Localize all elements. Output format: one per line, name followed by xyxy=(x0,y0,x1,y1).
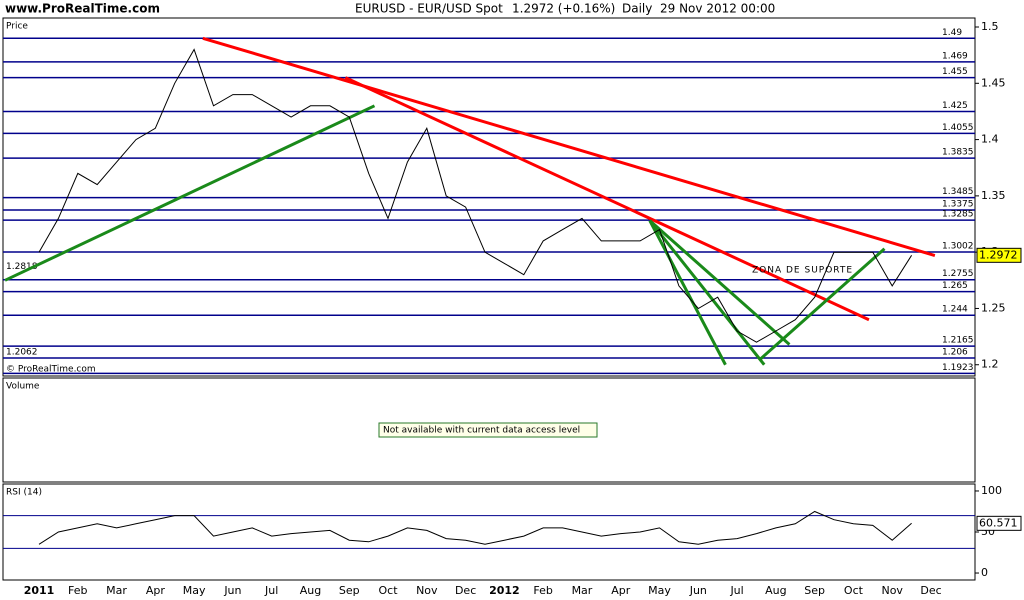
last-value-box xyxy=(976,515,1022,531)
level-label: 1.3375 xyxy=(942,199,974,209)
x-tick-label: Jun xyxy=(689,584,707,597)
datetime: 29 Nov 2012 00:00 xyxy=(660,2,775,16)
trendline xyxy=(4,104,376,282)
level-label: 1.455 xyxy=(942,67,968,77)
panel-title: Price xyxy=(6,22,28,32)
panel-title: Volume xyxy=(6,382,40,392)
site-name: www.ProRealTime.com xyxy=(5,2,160,16)
trendline xyxy=(344,76,870,322)
level-label: 1.265 xyxy=(942,281,968,291)
x-tick-label: May xyxy=(648,584,671,597)
x-tick-label: Nov xyxy=(881,584,903,597)
last-value-box xyxy=(976,247,1022,263)
x-tick-label: Feb xyxy=(68,584,87,597)
x-tick-label: Mar xyxy=(106,584,127,597)
x-tick-label: May xyxy=(183,584,206,597)
level-label: 1.1923 xyxy=(942,363,974,373)
x-tick-label: Nov xyxy=(416,584,438,597)
level-label: 1.244 xyxy=(942,305,968,315)
last-price: 1.2972 (+0.16%) xyxy=(512,2,615,16)
trendline xyxy=(648,219,766,366)
trendline xyxy=(202,36,936,257)
trendline xyxy=(648,219,727,366)
left-label: 1.2062 xyxy=(6,347,38,357)
level-label: 1.425 xyxy=(942,101,968,111)
x-tick-label: Mar xyxy=(572,584,593,597)
message: Not available with current data access l… xyxy=(383,426,580,436)
annotation: ZONA DE SUPORTE xyxy=(752,266,853,276)
x-tick-label: Oct xyxy=(379,584,399,597)
y-tick-label: 1.35 xyxy=(981,189,1006,202)
data-line xyxy=(38,510,912,545)
level-label: 1.469 xyxy=(942,51,968,61)
panel-title: RSI (14) xyxy=(6,488,42,498)
x-tick-label: Sep xyxy=(804,584,825,597)
level-label: 1.2755 xyxy=(942,269,974,279)
x-tick-label: 2011 xyxy=(24,584,55,597)
volume-panel xyxy=(2,377,976,483)
copyright: © ProRealTime.com xyxy=(6,365,96,375)
x-tick-label: Apr xyxy=(611,584,631,597)
last-value: 60.571 xyxy=(979,516,1018,529)
level-label: 1.4055 xyxy=(942,123,974,133)
y-tick-label: 100 xyxy=(981,484,1002,497)
y-tick-label: 0 xyxy=(981,566,988,579)
x-tick-label: Dec xyxy=(920,584,941,597)
x-tick-label: Feb xyxy=(533,584,552,597)
x-tick-label: Jul xyxy=(729,584,743,597)
level-label: 1.3485 xyxy=(942,187,974,197)
x-tick-label: Jul xyxy=(264,584,278,597)
level-label: 1.49 xyxy=(942,28,962,38)
x-tick-label: 2012 xyxy=(489,584,520,597)
x-tick-label: Sep xyxy=(339,584,360,597)
left-label: 1.2818 xyxy=(6,262,38,272)
last-value: 1.2972 xyxy=(979,248,1018,261)
y-tick-label: 1.2 xyxy=(981,358,999,371)
x-tick-label: Apr xyxy=(146,584,166,597)
level-label: 1.2165 xyxy=(942,336,974,346)
symbol: EURUSD - EUR/USD Spot xyxy=(355,2,503,16)
x-tick-label: Jun xyxy=(223,584,241,597)
x-tick-label: Aug xyxy=(765,584,786,597)
y-tick-label: 1.4 xyxy=(981,133,999,146)
period: Daily xyxy=(622,2,652,16)
message-box xyxy=(378,422,598,438)
level-label: 1.206 xyxy=(942,347,968,357)
trendline xyxy=(759,247,886,361)
trendline xyxy=(648,219,791,346)
level-label: 1.3835 xyxy=(942,148,974,158)
level-label: 1.3285 xyxy=(942,210,974,220)
y-tick-label: 1.25 xyxy=(981,301,1006,314)
data-line xyxy=(38,48,913,343)
level-label: 1.3002 xyxy=(942,241,974,251)
x-tick-label: Aug xyxy=(300,584,321,597)
y-tick-label: 1.5 xyxy=(981,20,999,33)
x-tick-label: Oct xyxy=(844,584,864,597)
x-tick-label: Dec xyxy=(455,584,476,597)
y-tick-label: 1.45 xyxy=(981,76,1006,89)
